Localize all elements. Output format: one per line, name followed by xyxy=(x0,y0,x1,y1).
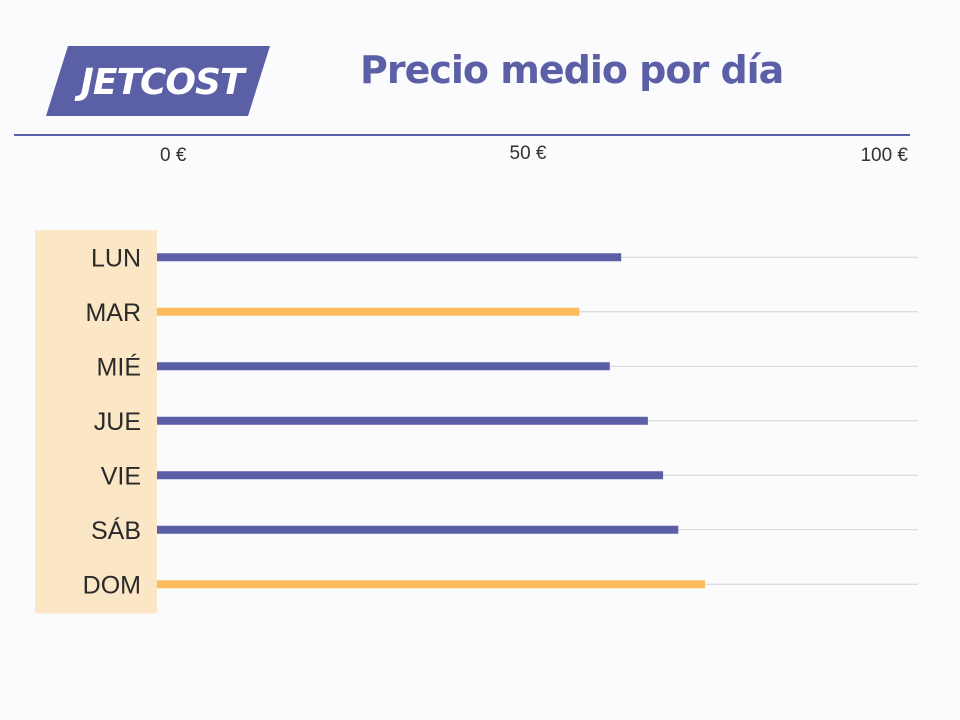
x-tick-label: 0 € xyxy=(160,145,187,166)
chart-title: Precio medio por día xyxy=(360,48,784,92)
logo-background xyxy=(46,46,270,116)
header-divider xyxy=(14,134,910,136)
x-axis-ticks: 0 € 50 € 100 € xyxy=(160,143,908,166)
bars xyxy=(157,253,705,589)
logo-text: JETCOST xyxy=(74,62,246,103)
category-label-panel xyxy=(35,230,157,614)
bar-4 xyxy=(157,416,648,425)
bar-7 xyxy=(157,580,705,589)
bar-1 xyxy=(157,253,622,262)
category-labels: LUN MAR MIÉ JUE VIE SÁB DOM xyxy=(83,244,141,599)
category-label: SÁB xyxy=(91,516,141,545)
category-label: JUE xyxy=(94,408,141,436)
category-label: MIÉ xyxy=(97,352,141,381)
category-label: MAR xyxy=(85,299,141,327)
x-tick-label: 50 € xyxy=(510,143,547,164)
bar-6 xyxy=(157,525,679,534)
category-label: DOM xyxy=(83,571,141,599)
bar-3 xyxy=(157,362,610,371)
bar-5 xyxy=(157,471,664,480)
category-label: VIE xyxy=(101,462,141,490)
bar-2 xyxy=(157,307,580,316)
x-tick-label: 100 € xyxy=(860,145,908,166)
category-label: LUN xyxy=(91,244,141,272)
jetcost-logo: JETCOST xyxy=(46,46,270,116)
